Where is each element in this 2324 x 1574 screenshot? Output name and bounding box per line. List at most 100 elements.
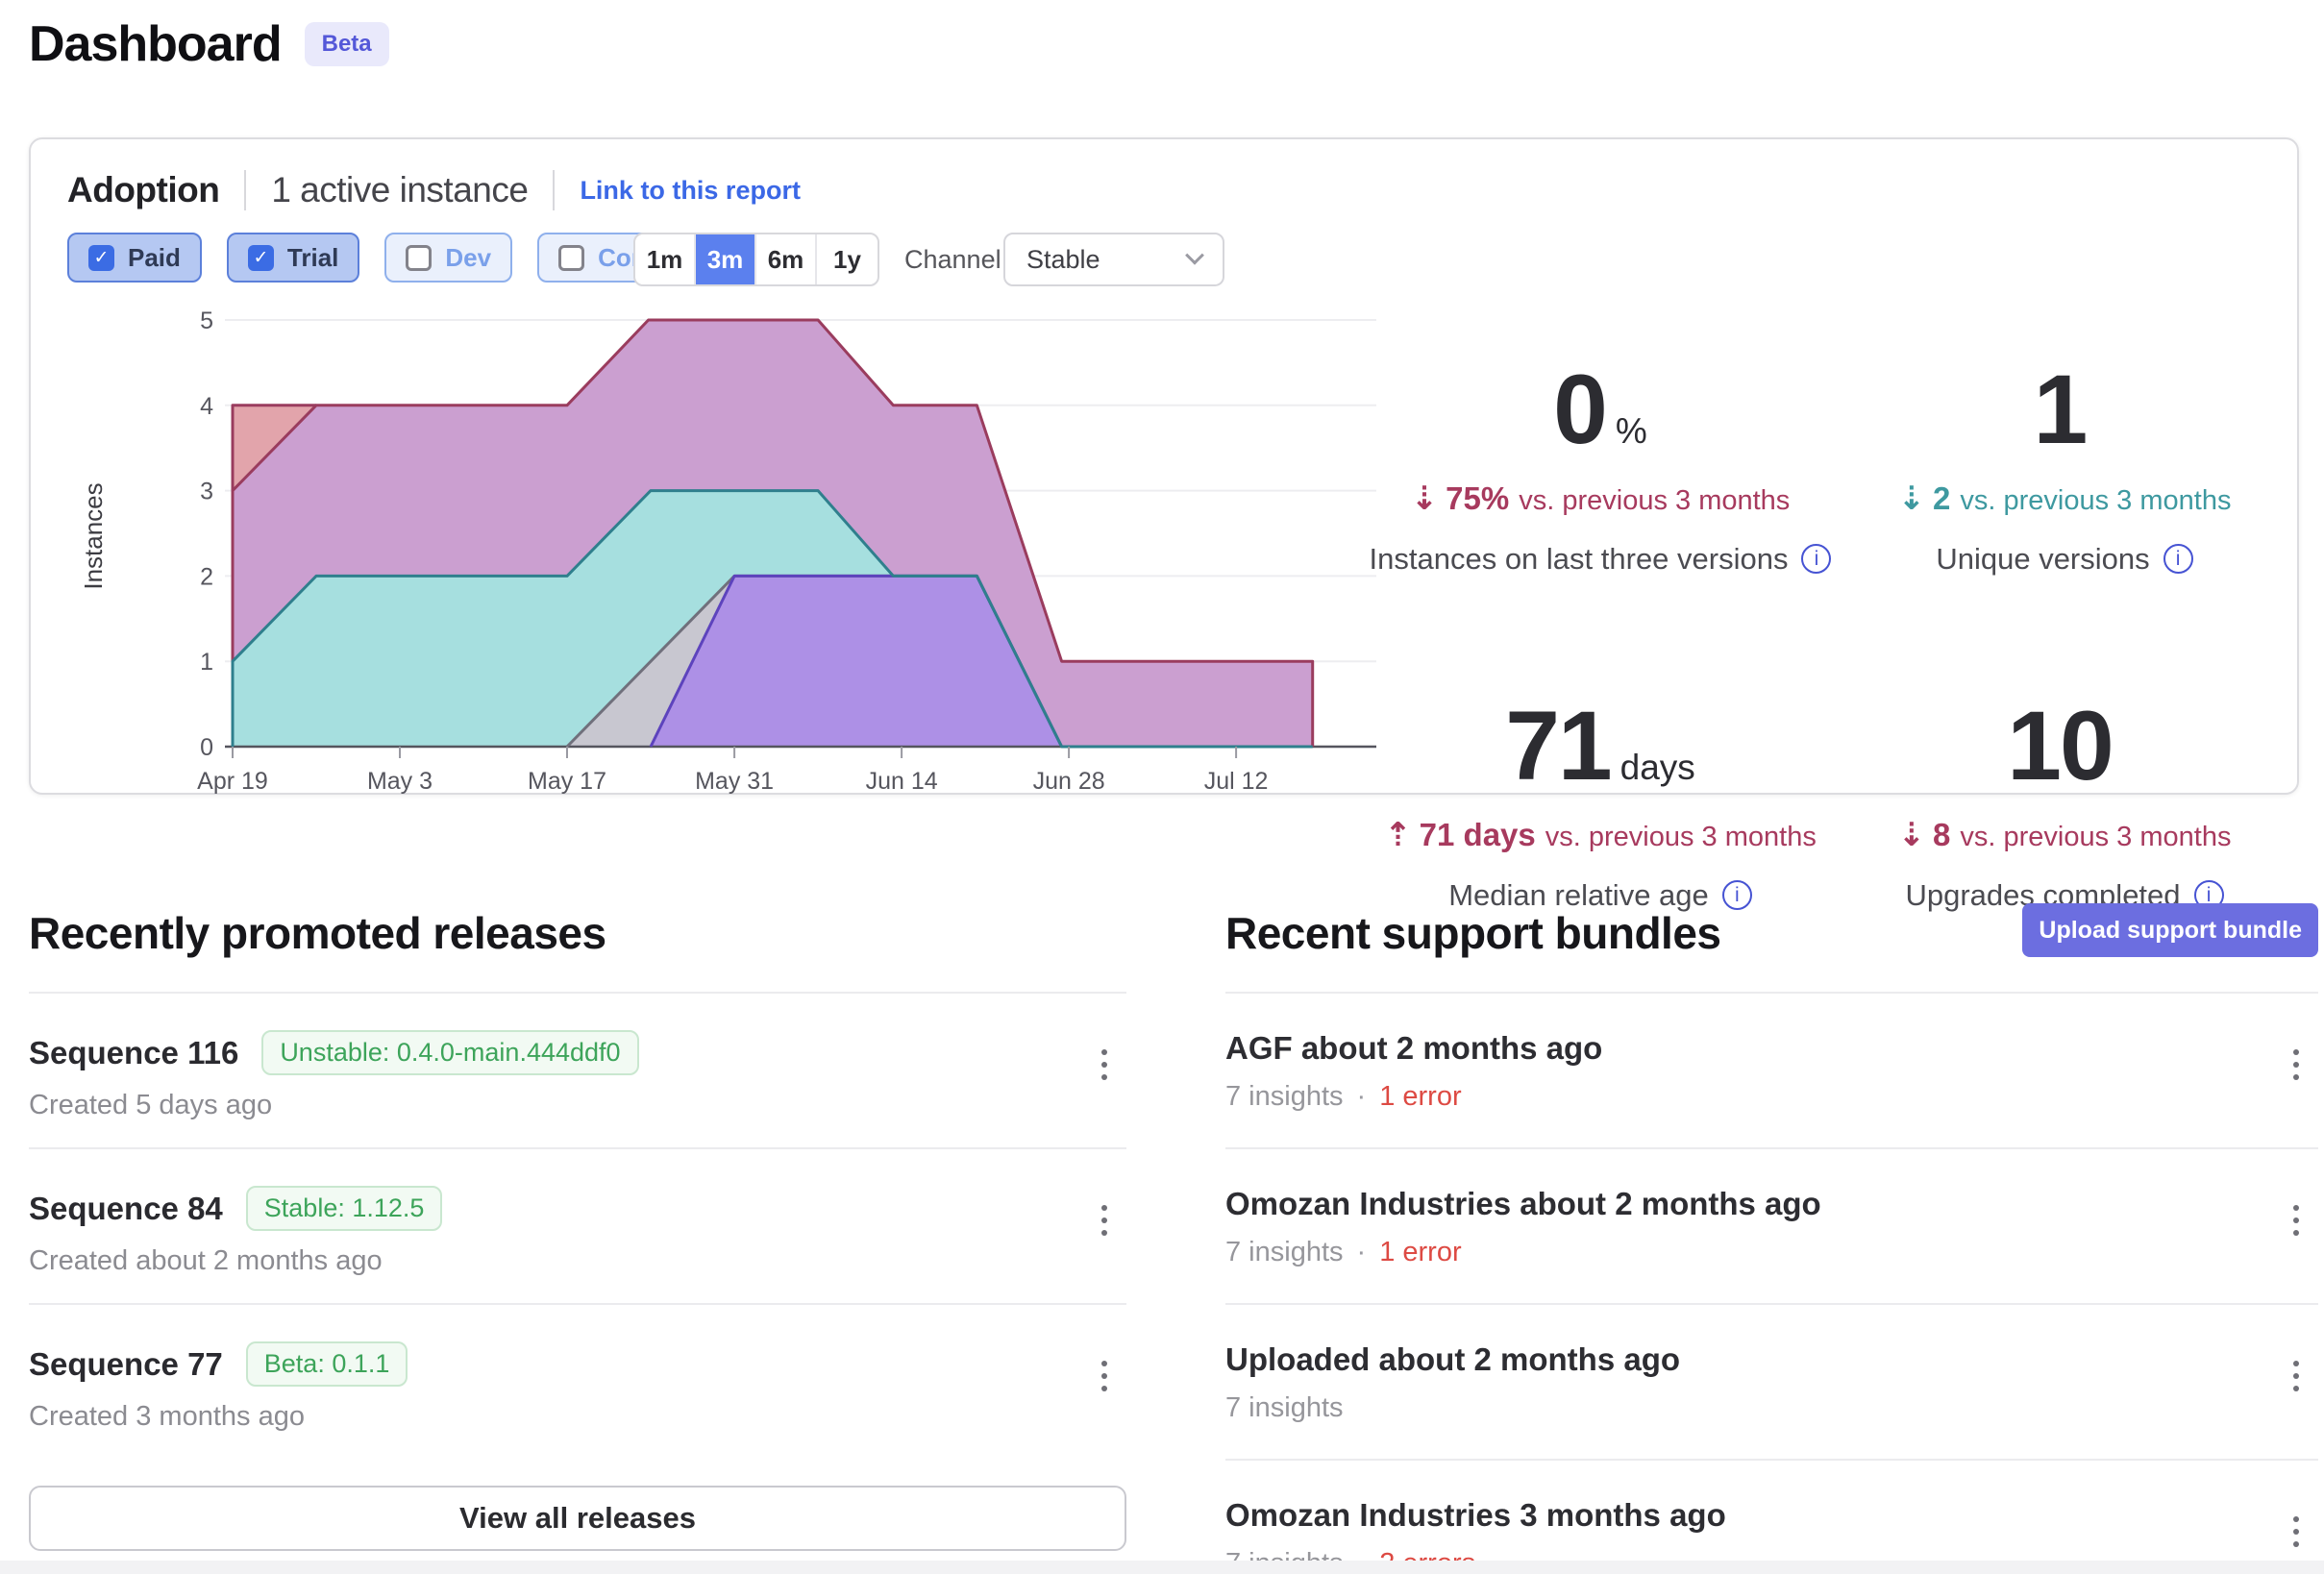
kebab-menu-icon[interactable] [1096, 1355, 1113, 1397]
active-instance-count: 1 active instance [271, 170, 529, 209]
checkbox-unchecked-icon [406, 244, 433, 271]
release-title-line: Sequence 84 Stable: 1.12.5 [29, 1186, 1126, 1231]
bundle-name: AGF about 2 months ago [1225, 1030, 1603, 1066]
bundle-name: Omozan Industries 3 months ago [1225, 1497, 1726, 1533]
adoption-header: Adoption 1 active instance Link to this … [67, 170, 801, 210]
stat-delta: ⇡ 71 days vs. previous 3 months [1384, 816, 1817, 854]
link-to-report[interactable]: Link to this report [580, 175, 801, 205]
release-name: Sequence 116 [29, 1034, 239, 1070]
releases-heading: Recently promoted releases [29, 908, 606, 958]
release-row[interactable]: Sequence 77 Beta: 0.1.1 Created 3 months… [29, 1303, 1126, 1459]
bundle-meta: 7 insights · 1 error [1225, 1237, 2318, 1268]
range-1y[interactable]: 1y [833, 244, 861, 274]
bundle-row[interactable]: Uploaded about 2 months ago 7 insights [1225, 1303, 2318, 1459]
adoption-card: Apr 19 May 3 May 17 May 31 Jun 14 Jun 28 Jul 1… [29, 137, 2299, 912]
stat-upgrades-completed: 10 ⇣ 8 vs. previous 3 months Upgrades comp… [1824, 697, 2305, 913]
info-icon[interactable]: i [1721, 880, 1752, 911]
recent-support-bundles-section: Recent support bundles Upload support bu… [1225, 903, 2318, 1574]
channel-select[interactable]: Stable [1003, 233, 1224, 286]
svg-text:Jul 12: Jul 12 [1204, 768, 1269, 795]
range-6m[interactable]: 6m [756, 234, 817, 284]
divider [244, 170, 247, 210]
divider [553, 170, 556, 210]
stat-label: Median relative age i [1360, 878, 1841, 913]
stat-value: 1 [2033, 355, 2089, 464]
info-icon[interactable]: i [1801, 544, 1832, 575]
bundles-list: AGF about 2 months ago 7 insights · 1 erro… [1225, 992, 2318, 1574]
stat-instances-last-three-versions: 0% ⇣ 75% vs. previous 3 months Instances o… [1360, 360, 1841, 577]
release-created: Created 3 months ago [29, 1401, 305, 1432]
page-title: Dashboard [29, 16, 283, 72]
filter-label: Paid [128, 242, 181, 272]
release-channel-badge: Beta: 0.1.1 [245, 1341, 408, 1387]
svg-text:May 31: May 31 [695, 768, 774, 795]
checkbox-checked-icon: ✓ [247, 244, 274, 271]
bundle-row[interactable]: AGF about 2 months ago 7 insights · 1 erro… [1225, 992, 2318, 1147]
stat-delta: ⇣ 8 vs. previous 3 months [1897, 816, 2232, 854]
svg-text:0: 0 [200, 734, 213, 761]
bundle-name: Omozan Industries about 2 months ago [1225, 1186, 1821, 1221]
stat-value: 0% [1553, 355, 1647, 464]
kebab-menu-icon[interactable] [1096, 1199, 1113, 1242]
info-icon[interactable]: i [2163, 544, 2193, 575]
stat-label: Instances on last three versions i [1360, 542, 1841, 577]
bundle-insights: 7 insights [1225, 1081, 1344, 1112]
svg-text:1: 1 [200, 649, 213, 676]
stat-delta: ⇣ 75% vs. previous 3 months [1410, 480, 1791, 518]
adoption-area-chart: Apr 19 May 3 May 17 May 31 Jun 14 Jun 28 Jul 1… [79, 307, 1376, 795]
release-name: Sequence 84 [29, 1190, 223, 1226]
svg-text:4: 4 [200, 393, 213, 420]
bundle-row[interactable]: Omozan Industries about 2 months ago 7 i… [1225, 1147, 2318, 1303]
bundle-meta: 7 insights · 1 error [1225, 1081, 2318, 1113]
stat-delta: ⇣ 2 vs. previous 3 months [1897, 480, 2232, 518]
release-title-line: Sequence 77 Beta: 0.1.1 [29, 1341, 1126, 1387]
release-row[interactable]: Sequence 116 Unstable: 0.4.0-main.444ddf… [29, 992, 1126, 1147]
filter-dev[interactable]: Dev [384, 233, 513, 283]
release-row[interactable]: Sequence 84 Stable: 1.12.5 Created about… [29, 1147, 1126, 1303]
kebab-menu-icon[interactable] [2287, 1199, 2305, 1242]
range-3m[interactable]: 3m [696, 234, 756, 284]
kebab-menu-icon[interactable] [2287, 1355, 2305, 1397]
svg-text:Jun 28: Jun 28 [1033, 768, 1105, 795]
stat-unique-versions: 1 ⇣ 2 vs. previous 3 months Unique version… [1824, 360, 2305, 577]
dot-separator: · [1356, 1081, 1367, 1112]
releases-list: Sequence 116 Unstable: 0.4.0-main.444ddf… [29, 992, 1126, 1459]
bundle-insights: 7 insights [1225, 1237, 1344, 1267]
svg-text:May 3: May 3 [367, 768, 433, 795]
release-channel-badge: Unstable: 0.4.0-main.444ddf0 [261, 1030, 639, 1075]
channel-label: Channel [904, 245, 1001, 274]
page-header: Dashboard Beta [29, 15, 389, 73]
time-range-segmented-control: 1m 3m 6m 1y [633, 233, 879, 286]
arrow-down-dashed-icon: ⇣ [1410, 480, 1439, 518]
kebab-menu-icon[interactable] [1096, 1044, 1113, 1086]
dot-separator: · [1356, 1237, 1367, 1267]
view-all-releases-button[interactable]: View all releases [29, 1486, 1126, 1551]
release-title-line: Sequence 116 Unstable: 0.4.0-main.444ddf… [29, 1030, 1126, 1075]
svg-text:Jun 14: Jun 14 [866, 768, 938, 795]
svg-text:5: 5 [200, 307, 213, 334]
filter-label: Dev [445, 242, 492, 272]
stat-value: 10 [2007, 691, 2114, 800]
svg-text:2: 2 [200, 563, 213, 590]
bundle-row[interactable]: Omozan Industries 3 months ago 7 insight… [1225, 1459, 2318, 1574]
bundles-heading: Recent support bundles [1225, 908, 1721, 958]
bundle-insights: 7 insights [1225, 1392, 1344, 1423]
filter-paid[interactable]: ✓ Paid [67, 233, 202, 283]
stat-value: 71 days [1505, 691, 1695, 800]
svg-text:3: 3 [200, 479, 213, 505]
filter-label: Trial [286, 242, 339, 272]
adoption-title: Adoption [67, 170, 220, 209]
release-channel-badge: Stable: 1.12.5 [245, 1186, 443, 1231]
bundle-name: Uploaded about 2 months ago [1225, 1341, 1681, 1377]
release-created: Created about 2 months ago [29, 1245, 383, 1276]
next-section-edge [0, 1561, 2324, 1574]
arrow-down-dashed-icon: ⇣ [1897, 816, 1926, 854]
svg-text:Apr 19: Apr 19 [197, 768, 268, 795]
kebab-menu-icon[interactable] [2287, 1511, 2305, 1553]
release-created: Created 5 days ago [29, 1090, 273, 1120]
kebab-menu-icon[interactable] [2287, 1044, 2305, 1086]
filter-trial[interactable]: ✓ Trial [226, 233, 360, 283]
range-1m[interactable]: 1m [635, 234, 696, 284]
upload-support-bundle-button[interactable]: Upload support bundle [2022, 903, 2318, 957]
beta-badge: Beta [304, 22, 389, 66]
